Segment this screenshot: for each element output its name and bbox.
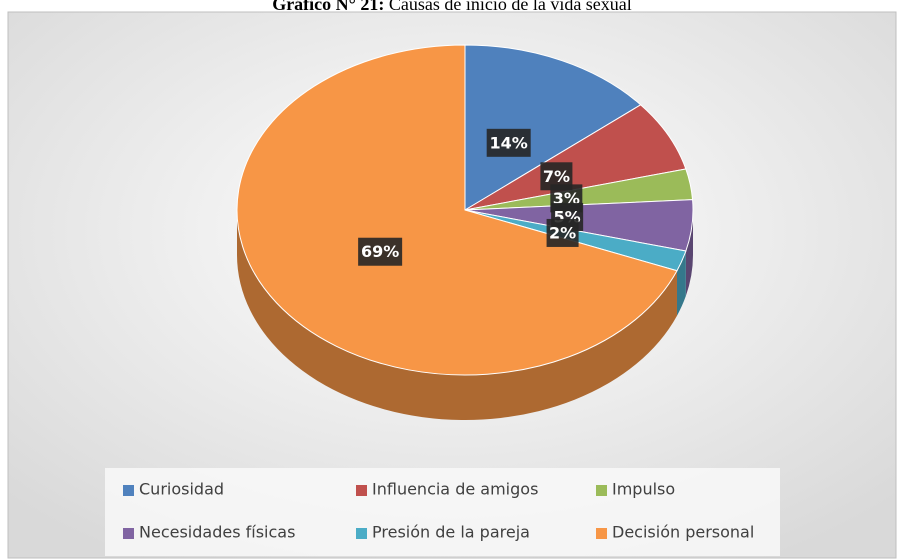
- legend-swatch: [123, 485, 134, 496]
- legend-label: Curiosidad: [139, 480, 224, 499]
- legend-swatch: [596, 528, 607, 539]
- chart-title: Gráfico N° 21: Causas de inicio de la vi…: [272, 0, 632, 14]
- legend-swatch: [596, 485, 607, 496]
- title-label: Gráfico N° 21:: [272, 0, 384, 14]
- title-text: Causas de inicio de la vida sexual: [389, 0, 632, 14]
- data-label-box: [546, 218, 579, 247]
- data-label: 2%: [549, 223, 576, 242]
- legend-label: Influencia de amigos: [372, 480, 538, 499]
- data-label-box: [358, 237, 403, 266]
- data-label: 14%: [490, 133, 528, 152]
- slice: [464, 44, 642, 211]
- slice: [236, 44, 678, 376]
- legend-swatch: [356, 485, 367, 496]
- legend-label: Presión de la pareja: [372, 523, 530, 542]
- legend-label: Necesidades físicas: [139, 523, 295, 542]
- legend-label: Impulso: [612, 480, 675, 499]
- legend-box: [105, 468, 780, 556]
- legend-swatch: [356, 528, 367, 539]
- legend-swatch: [123, 528, 134, 539]
- slice-side: [237, 210, 677, 420]
- data-label: 69%: [361, 242, 399, 261]
- legend-label: Decisión personal: [612, 523, 754, 542]
- data-label: 7%: [543, 167, 570, 186]
- data-label-box: [486, 128, 531, 157]
